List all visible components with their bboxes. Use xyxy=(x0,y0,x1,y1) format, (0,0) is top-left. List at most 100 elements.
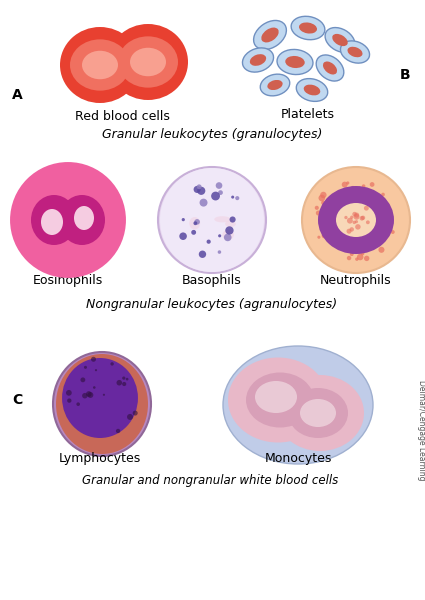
Ellipse shape xyxy=(318,186,394,254)
Circle shape xyxy=(88,392,94,398)
Circle shape xyxy=(346,226,353,232)
Circle shape xyxy=(378,247,385,253)
Circle shape xyxy=(66,390,72,396)
Ellipse shape xyxy=(291,16,325,40)
Circle shape xyxy=(126,378,128,380)
Text: Delmar/Cengage Learning: Delmar/Cengage Learning xyxy=(417,380,425,480)
Ellipse shape xyxy=(304,85,320,95)
Ellipse shape xyxy=(299,22,317,34)
Circle shape xyxy=(80,377,85,382)
Ellipse shape xyxy=(336,203,376,237)
Circle shape xyxy=(347,256,351,260)
Circle shape xyxy=(350,186,355,191)
Circle shape xyxy=(360,251,364,256)
Circle shape xyxy=(362,218,369,225)
Circle shape xyxy=(315,206,319,210)
Circle shape xyxy=(349,227,354,232)
Circle shape xyxy=(343,241,347,245)
Circle shape xyxy=(230,217,235,223)
Text: C: C xyxy=(12,393,22,407)
Text: Neutrophils: Neutrophils xyxy=(320,274,392,287)
Circle shape xyxy=(354,214,360,220)
Circle shape xyxy=(365,212,372,218)
Ellipse shape xyxy=(302,167,410,273)
Circle shape xyxy=(116,380,122,386)
Circle shape xyxy=(375,215,380,220)
Ellipse shape xyxy=(82,51,118,79)
Circle shape xyxy=(86,391,92,397)
Circle shape xyxy=(341,209,347,214)
Circle shape xyxy=(127,414,133,420)
Circle shape xyxy=(364,256,369,261)
Ellipse shape xyxy=(300,399,336,427)
Circle shape xyxy=(341,228,347,233)
Circle shape xyxy=(357,201,361,205)
Ellipse shape xyxy=(130,48,166,76)
Ellipse shape xyxy=(255,381,297,413)
Circle shape xyxy=(360,216,364,221)
Circle shape xyxy=(346,229,351,234)
Ellipse shape xyxy=(70,40,130,91)
Circle shape xyxy=(216,182,222,189)
Circle shape xyxy=(197,184,201,189)
Circle shape xyxy=(341,193,348,199)
Circle shape xyxy=(218,234,221,238)
Ellipse shape xyxy=(288,388,348,438)
Text: B: B xyxy=(400,68,410,82)
Ellipse shape xyxy=(348,47,363,57)
Circle shape xyxy=(218,190,223,195)
Ellipse shape xyxy=(189,217,200,230)
Circle shape xyxy=(318,194,325,202)
Ellipse shape xyxy=(60,27,140,103)
Circle shape xyxy=(199,251,206,258)
Circle shape xyxy=(197,187,205,195)
Circle shape xyxy=(354,186,357,189)
Text: Granular leukocytes (granulocytes): Granular leukocytes (granulocytes) xyxy=(102,128,322,141)
Circle shape xyxy=(320,218,326,224)
Ellipse shape xyxy=(118,37,178,88)
Circle shape xyxy=(231,196,234,199)
Circle shape xyxy=(181,218,185,221)
Circle shape xyxy=(218,250,221,254)
Circle shape xyxy=(364,206,369,211)
Circle shape xyxy=(103,394,105,396)
Ellipse shape xyxy=(53,352,151,456)
Circle shape xyxy=(340,241,346,247)
Ellipse shape xyxy=(225,221,236,227)
Circle shape xyxy=(224,233,232,241)
Circle shape xyxy=(350,215,354,219)
Text: Monocytes: Monocytes xyxy=(264,452,332,465)
Circle shape xyxy=(179,232,187,240)
Circle shape xyxy=(372,206,378,211)
Circle shape xyxy=(67,398,71,403)
Text: Red blood cells: Red blood cells xyxy=(74,110,170,123)
Ellipse shape xyxy=(31,195,77,245)
Circle shape xyxy=(321,200,325,205)
Circle shape xyxy=(122,382,126,386)
Circle shape xyxy=(335,220,341,226)
Circle shape xyxy=(320,192,326,198)
Text: Platelets: Platelets xyxy=(281,108,335,121)
Ellipse shape xyxy=(261,28,279,43)
Circle shape xyxy=(110,362,114,365)
Circle shape xyxy=(317,236,320,239)
Circle shape xyxy=(355,224,361,230)
Ellipse shape xyxy=(250,54,266,66)
Circle shape xyxy=(122,376,125,380)
Ellipse shape xyxy=(296,79,328,101)
Ellipse shape xyxy=(285,56,305,68)
Ellipse shape xyxy=(214,216,230,223)
Circle shape xyxy=(316,211,321,215)
Circle shape xyxy=(225,226,234,235)
Circle shape xyxy=(349,219,355,224)
Text: Eosinophils: Eosinophils xyxy=(33,274,103,287)
Circle shape xyxy=(82,393,88,398)
Ellipse shape xyxy=(62,358,138,438)
Circle shape xyxy=(338,190,344,196)
Circle shape xyxy=(336,229,341,233)
Ellipse shape xyxy=(246,373,314,427)
Ellipse shape xyxy=(332,34,348,46)
Circle shape xyxy=(354,212,359,218)
Circle shape xyxy=(235,196,239,200)
Ellipse shape xyxy=(158,167,266,273)
